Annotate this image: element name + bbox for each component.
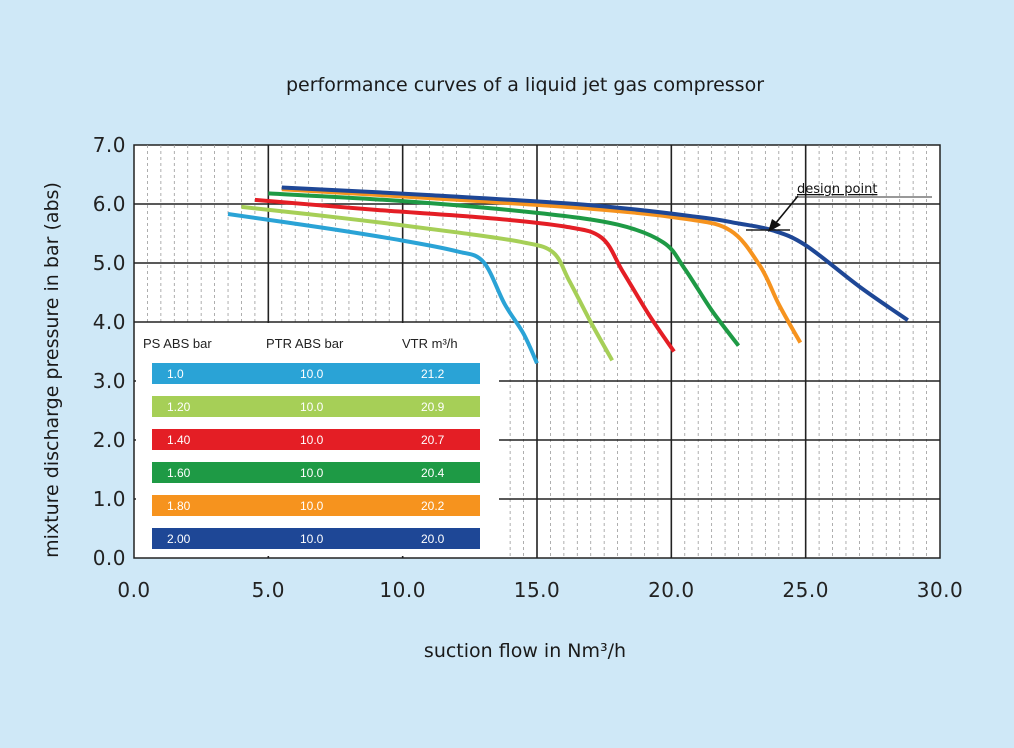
series-line xyxy=(268,191,741,347)
legend-vtr-value: 20.0 xyxy=(421,532,445,546)
legend-ptr-value: 10.0 xyxy=(300,400,324,414)
design-point-arrow xyxy=(774,195,799,225)
design-point-label: design point xyxy=(797,182,877,197)
legend-vtr-value: 20.9 xyxy=(421,400,445,414)
legend-rows: 1.0 10.0 21.2 1.20 10.0 20.9 1.40 10.0 20.7 1.60 1… xyxy=(152,363,480,549)
design-point-arrowhead xyxy=(768,219,781,232)
legend-ptr-value: 10.0 xyxy=(300,433,324,447)
legend-vtr-value: 20.7 xyxy=(421,433,445,447)
chart-title: performance curves of a liquid jet gas c… xyxy=(286,74,764,96)
legend-vtr-value: 20.2 xyxy=(421,499,445,513)
legend-row-swatch xyxy=(152,396,480,417)
legend-vtr-value: 21.2 xyxy=(421,367,445,381)
x-tick-labels: 0.0 5.0 10.0 15.0 20.0 25.0 30.0 xyxy=(117,578,964,602)
legend-ptr-value: 10.0 xyxy=(300,466,324,480)
series-line xyxy=(254,197,676,353)
legend-row-swatch xyxy=(152,462,480,483)
design-point-annotation: design point xyxy=(746,182,932,232)
legend-ps-value: 1.60 xyxy=(167,466,191,480)
y-tick-labels: 0.0 1.0 2.0 3.0 4.0 5.0 6.0 7.0 xyxy=(93,133,126,570)
legend-ptr-value: 10.0 xyxy=(300,367,324,381)
x-tick-label: 30.0 xyxy=(917,578,964,602)
legend-ps-value: 1.40 xyxy=(167,433,191,447)
legend-header-vtr: VTR m³/h xyxy=(402,336,458,351)
legend-ps-value: 2.00 xyxy=(167,532,191,546)
legend-header-ptr: PTR ABS bar xyxy=(266,336,344,351)
y-tick-label: 3.0 xyxy=(93,369,126,393)
legend-ptr-value: 10.0 xyxy=(300,532,324,546)
x-axis-label: suction flow in Nm³/h xyxy=(424,640,626,662)
y-tick-label: 7.0 xyxy=(93,133,126,157)
y-tick-label: 4.0 xyxy=(93,310,126,334)
x-tick-label: 20.0 xyxy=(648,578,695,602)
x-tick-label: 10.0 xyxy=(379,578,426,602)
legend-ptr-value: 10.0 xyxy=(300,499,324,513)
series-line xyxy=(227,212,539,365)
y-tick-label: 5.0 xyxy=(93,251,126,275)
legend-vtr-value: 20.4 xyxy=(421,466,445,480)
legend: PS ABS bar PTR ABS bar VTR m³/h 1.0 10.0 2… xyxy=(136,323,499,556)
legend-ps-value: 1.0 xyxy=(167,367,184,381)
y-tick-label: 6.0 xyxy=(93,192,126,216)
y-tick-label: 2.0 xyxy=(93,428,126,452)
x-tick-label: 25.0 xyxy=(782,578,829,602)
x-tick-label: 0.0 xyxy=(117,578,150,602)
x-tick-label: 15.0 xyxy=(514,578,561,602)
series-lines xyxy=(227,185,909,365)
y-axis-label: mixture discharge pressure in bar (abs) xyxy=(41,182,63,558)
y-tick-label: 0.0 xyxy=(93,546,126,570)
x-tick-label: 5.0 xyxy=(252,578,285,602)
legend-row-swatch xyxy=(152,528,480,549)
legend-ps-value: 1.20 xyxy=(167,400,191,414)
legend-row-swatch xyxy=(152,495,480,516)
series-line xyxy=(281,187,803,344)
legend-row-swatch xyxy=(152,429,480,450)
series-line xyxy=(281,185,909,322)
y-tick-label: 1.0 xyxy=(93,487,126,511)
legend-row-swatch xyxy=(152,363,480,384)
legend-ps-value: 1.80 xyxy=(167,499,191,513)
legend-header-ps: PS ABS bar xyxy=(143,336,212,351)
series-line xyxy=(241,204,614,362)
